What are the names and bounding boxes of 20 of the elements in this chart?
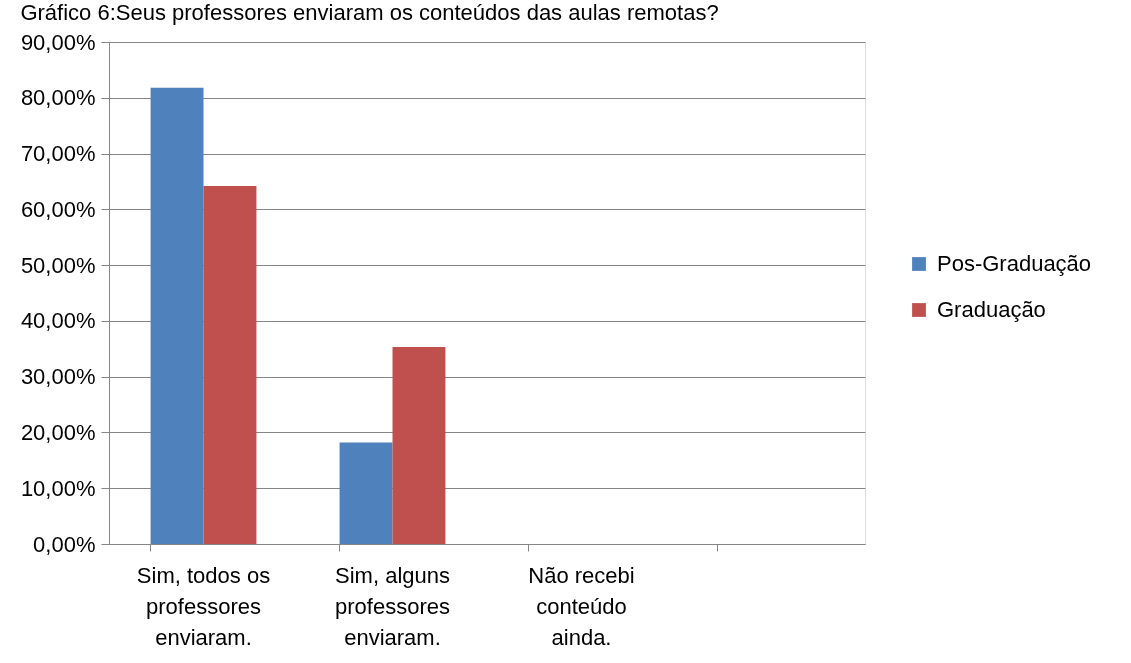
legend-label: Graduação: [937, 297, 1046, 322]
y-tick-label: 40,00%: [20, 308, 96, 334]
y-tick-label: 90,00%: [20, 29, 96, 55]
y-tick-label: 70,00%: [20, 141, 96, 167]
y-tick-label: 50,00%: [20, 252, 96, 278]
y-tick-label: 80,00%: [20, 85, 96, 111]
y-tick-label: 60,00%: [20, 196, 96, 222]
y-tick-label: 10,00%: [20, 475, 96, 501]
legend-label: Pos-Graduação: [937, 251, 1092, 276]
bar: [150, 87, 204, 544]
bar: [339, 442, 393, 544]
x-tick-label: Sim, todos os professores enviaram.: [136, 562, 271, 650]
chart-title: Gráfico 6:Seus professores enviaram os conteúdos das aulas remotas?: [20, 0, 719, 25]
x-tick-label: Não recebi conteúdo ainda.: [528, 562, 635, 650]
bar: [203, 185, 257, 544]
y-tick-label: 0,00%: [33, 531, 96, 557]
x-tick-label: Sim, alguns professores enviaram.: [335, 562, 450, 650]
y-tick-label: 20,00%: [20, 419, 96, 445]
y-tick-label: 30,00%: [20, 364, 96, 390]
bar: [392, 347, 446, 544]
